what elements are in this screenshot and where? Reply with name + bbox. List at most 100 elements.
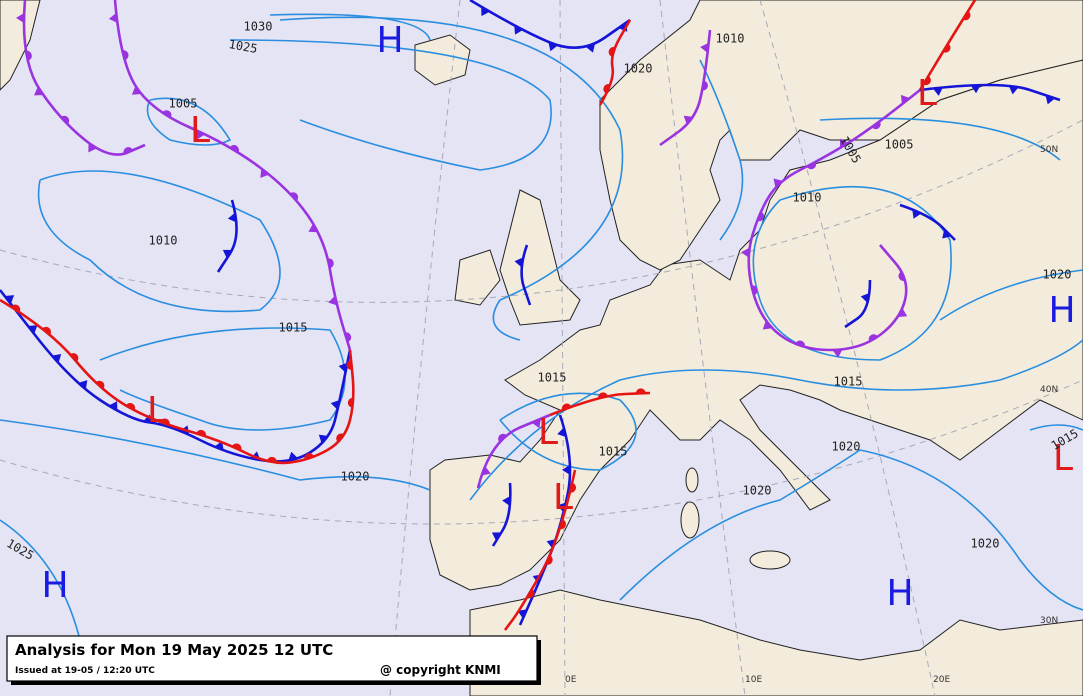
isobar <box>699 59 744 241</box>
isobars <box>0 13 1083 641</box>
front-symbol <box>346 359 352 370</box>
front-line <box>476 413 551 489</box>
front-symbol <box>481 6 490 17</box>
pressure-center: L <box>553 477 573 518</box>
isobar-label: 1020 <box>971 537 1000 551</box>
front-symbol <box>897 308 908 317</box>
grid-line <box>0 379 1083 525</box>
front-symbol <box>545 555 553 565</box>
sardinia <box>680 501 700 539</box>
grid-label: 40N <box>1040 385 1058 395</box>
front-symbol <box>871 121 881 130</box>
front-symbol <box>222 249 233 259</box>
front-symbol <box>514 257 524 268</box>
front-symbol <box>327 258 334 269</box>
front-symbol <box>33 86 44 96</box>
pressure-center: H <box>886 573 913 614</box>
front-symbol <box>491 532 502 541</box>
front-symbol <box>932 87 943 96</box>
front-line <box>918 0 977 91</box>
isobar-label: 1010 <box>716 32 745 46</box>
front-symbol <box>266 456 277 463</box>
front-symbol <box>318 434 329 444</box>
front-symbol <box>229 145 239 153</box>
isobar-label: 1020 <box>743 484 772 498</box>
pressure-center: H <box>1048 290 1075 331</box>
front-symbol <box>683 115 694 125</box>
isobar <box>819 117 1061 161</box>
pressure-center: L <box>147 390 167 431</box>
isobar <box>0 519 81 641</box>
front-symbol <box>95 380 105 390</box>
front-symbol <box>196 429 207 437</box>
front-symbol <box>88 142 97 153</box>
caption-box <box>6 635 538 682</box>
sicily <box>749 550 791 570</box>
grid-label: 30N <box>1040 616 1058 626</box>
front-symbol <box>42 326 52 336</box>
isobar <box>279 16 624 341</box>
front-symbol <box>556 502 566 513</box>
front-symbol <box>923 75 931 86</box>
pressure-center: L <box>190 110 210 151</box>
front-symbol <box>28 325 38 334</box>
front-symbol <box>330 399 340 410</box>
front-line <box>491 482 512 547</box>
front-symbol <box>757 211 765 222</box>
front-symbol <box>868 334 878 342</box>
front-symbol <box>108 401 118 411</box>
caption: Analysis for Mon 19 May 2025 12 UTC Issu… <box>6 635 541 685</box>
front-symbol <box>598 392 608 399</box>
front-symbol <box>970 85 981 94</box>
front-symbol <box>481 466 491 476</box>
front-symbol <box>122 50 129 61</box>
front-line <box>0 298 355 465</box>
front-line <box>549 391 651 417</box>
front-line <box>520 244 532 306</box>
front-symbol <box>289 192 299 201</box>
isobar <box>499 392 637 471</box>
front-symbol <box>123 147 134 155</box>
africa <box>469 589 1083 696</box>
front-symbol <box>561 403 572 411</box>
isobar-label: 1015 <box>599 445 628 459</box>
front-symbol <box>603 84 611 94</box>
front-symbol <box>304 453 315 460</box>
front-symbol <box>702 80 708 91</box>
front-symbol <box>308 223 318 233</box>
isobar-label: 1020 <box>832 440 861 454</box>
front-symbol <box>70 353 79 362</box>
caption-title: Analysis for Mon 19 May 2025 12 UTC <box>15 641 333 659</box>
front-symbol <box>347 397 354 408</box>
front-symbol <box>328 295 338 306</box>
front-symbol <box>531 418 541 429</box>
front-symbol <box>548 42 558 52</box>
front-symbol <box>608 46 616 57</box>
pressure-center: L <box>1053 438 1073 479</box>
pressure-center: H <box>376 20 403 61</box>
front-symbol <box>498 433 507 443</box>
front-line <box>659 29 712 147</box>
isobar <box>0 419 431 491</box>
front-symbol <box>912 209 922 219</box>
front-symbol <box>839 138 849 149</box>
corsica <box>685 467 699 493</box>
isobar <box>939 269 1083 321</box>
isobar-label: 1020 <box>624 62 653 76</box>
front-symbol <box>962 11 971 21</box>
front-symbol <box>942 43 951 53</box>
isobar-label: 1030 <box>244 20 273 34</box>
front-line <box>469 0 631 49</box>
caption-issued: Issued at 19-05 / 12:20 UTC <box>15 666 155 676</box>
front-symbol <box>635 388 646 394</box>
isobar-label: 1005 <box>885 138 914 152</box>
isobar <box>146 97 232 146</box>
front-symbol <box>143 414 154 424</box>
isobar-label: 1020 <box>341 470 370 484</box>
fronts <box>0 0 1061 631</box>
isobar-label: 1010 <box>793 191 822 205</box>
